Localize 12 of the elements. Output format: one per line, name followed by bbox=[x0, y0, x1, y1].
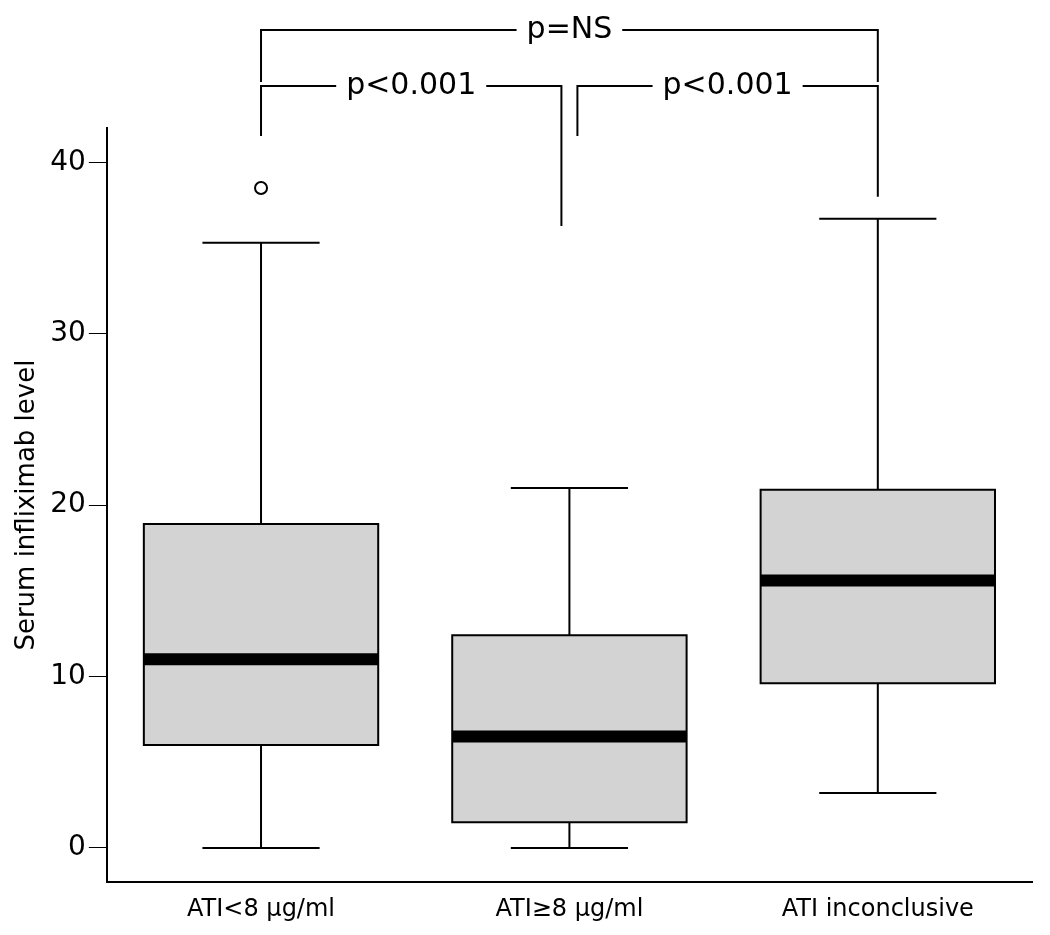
text: p<0.001 bbox=[346, 65, 477, 101]
y-axis-title: Serum infliximab level bbox=[10, 359, 41, 651]
x-tick-label: ATI inconclusive bbox=[781, 893, 974, 922]
x-tick-label: ATI≥8 μg/ml bbox=[495, 893, 644, 922]
y-tick-label: 10 bbox=[50, 657, 86, 691]
x-tick-label: ATI<8 μg/ml bbox=[187, 893, 335, 922]
y-tick-label: 40 bbox=[50, 143, 86, 177]
text: p<0.001 bbox=[662, 65, 793, 101]
y-tick-label: 0 bbox=[68, 829, 86, 863]
y-tick-label: 30 bbox=[50, 314, 86, 348]
y-tick-label: 20 bbox=[50, 486, 86, 520]
text: p=NS bbox=[526, 9, 613, 45]
